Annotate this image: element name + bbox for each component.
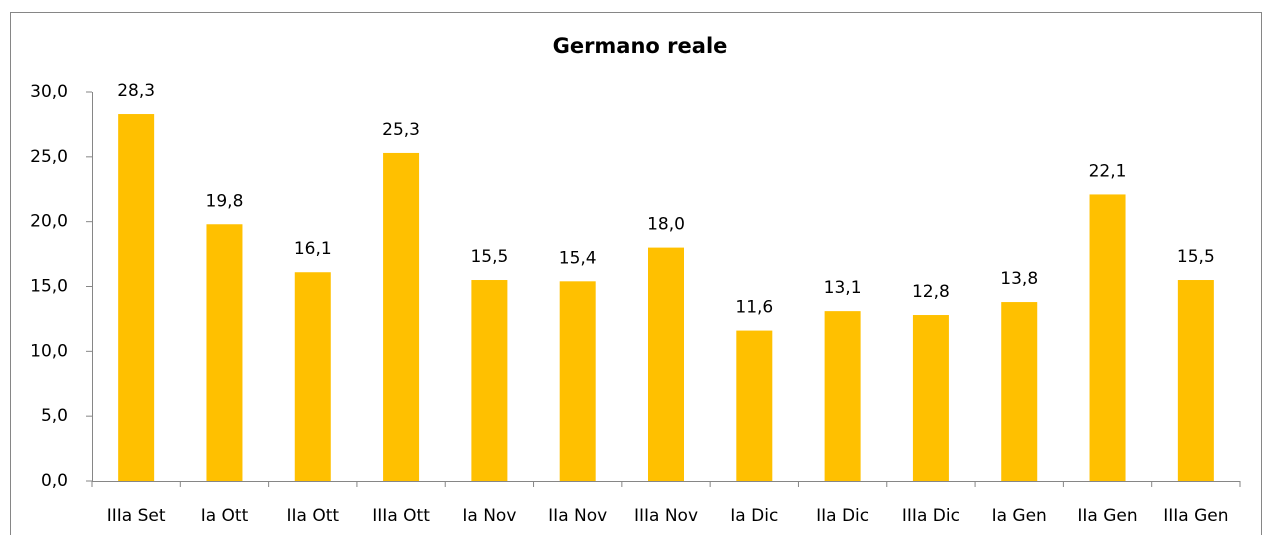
- bar: [1001, 302, 1038, 481]
- bar: [1177, 280, 1214, 481]
- value-label: 19,8: [206, 191, 244, 211]
- x-tick-label: Ia Ott: [201, 506, 249, 526]
- bar: [912, 315, 949, 481]
- y-tick-label: 10,0: [30, 341, 68, 361]
- bar: [1089, 194, 1126, 482]
- y-tick-label: 0,0: [41, 471, 68, 491]
- x-tick-label: IIIa Gen: [1163, 506, 1228, 526]
- x-tick-label: IIa Ott: [286, 506, 339, 526]
- x-tick-label: Ia Dic: [730, 506, 778, 526]
- y-tick-label: 25,0: [30, 147, 68, 167]
- value-label: 13,8: [1000, 269, 1038, 289]
- bar: [471, 280, 508, 481]
- y-tick-label: 5,0: [41, 406, 68, 426]
- bar: [294, 272, 331, 481]
- x-tick-label: IIIa Nov: [634, 506, 698, 526]
- bar: [118, 114, 155, 481]
- value-label: 22,1: [1089, 161, 1127, 181]
- bar: [648, 247, 684, 481]
- value-label: 25,3: [382, 120, 420, 140]
- x-tick-label: IIIa Set: [107, 506, 166, 526]
- value-label: 15,4: [559, 248, 597, 268]
- y-tick-label: 30,0: [30, 82, 68, 102]
- x-tick-label: IIa Nov: [548, 506, 607, 526]
- value-label: 11,6: [735, 298, 773, 318]
- x-tick-label: IIIa Ott: [372, 506, 430, 526]
- bar: [824, 311, 861, 481]
- y-tick-label: 15,0: [30, 277, 68, 297]
- x-tick-label: Ia Nov: [462, 506, 516, 526]
- value-label: 18,0: [647, 215, 685, 235]
- bar: [559, 281, 596, 481]
- bar: [206, 224, 243, 481]
- y-tick-label: 20,0: [30, 212, 68, 232]
- x-tick-label: IIa Dic: [816, 506, 869, 526]
- chart-title: Germano reale: [553, 34, 728, 58]
- bar: [383, 152, 420, 481]
- value-label: 28,3: [117, 81, 155, 101]
- x-tick-label: IIIa Dic: [902, 506, 960, 526]
- value-label: 16,1: [294, 239, 332, 259]
- bar: [736, 330, 773, 481]
- chart-frame: [10, 12, 1262, 535]
- x-tick-label: IIa Gen: [1077, 506, 1137, 526]
- x-tick-label: Ia Gen: [992, 506, 1047, 526]
- value-label: 13,1: [824, 278, 862, 298]
- value-label: 12,8: [912, 282, 950, 302]
- value-label: 15,5: [470, 247, 508, 267]
- value-label: 15,5: [1177, 247, 1215, 267]
